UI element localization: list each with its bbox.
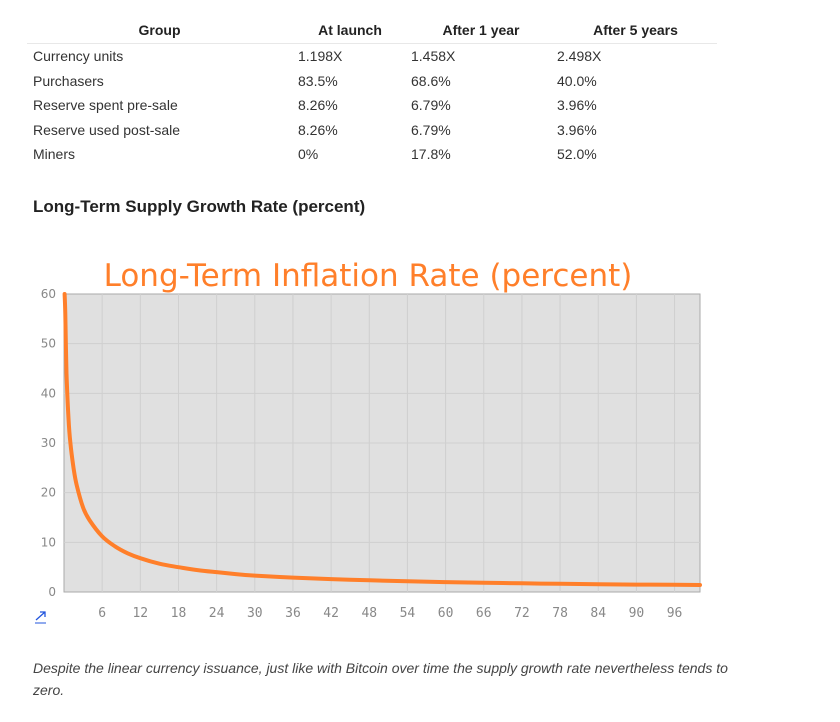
cell-value: 1.198X: [298, 48, 343, 65]
x-tick-label: 54: [400, 606, 416, 621]
row-label: Miners: [33, 146, 76, 163]
row-label: Purchasers: [33, 72, 104, 89]
cell-value: 3.96%: [557, 121, 597, 138]
y-tick-label: 20: [41, 486, 56, 500]
y-tick-label: 10: [41, 535, 56, 549]
grid-lines-y: [64, 343, 700, 543]
x-tick-label: 36: [285, 606, 301, 621]
table-row: Miners 0% 17.8% 52.0%: [27, 142, 717, 167]
y-tick-label: 60: [41, 287, 56, 301]
cell-value: 40.0%: [557, 72, 597, 89]
cell-value: 52.0%: [557, 146, 597, 163]
cell-value: 3.96%: [557, 97, 597, 114]
cell-value: 0%: [298, 146, 319, 163]
x-axis-labels: 6 12 18 24 30 36 42 48 54 60 66 72 78 84 90 96: [98, 606, 682, 621]
table-row: Currency units 1.198X 1.458X 2.498X: [27, 44, 717, 69]
header-at-launch: At launch: [292, 17, 408, 44]
header-after-5-years: After 5 years: [554, 17, 717, 44]
cell-value: 68.6%: [411, 72, 451, 89]
chart-caption: Despite the linear currency issuance, ju…: [33, 660, 728, 698]
chart-title: Long-Term Inflation Rate (percent): [104, 258, 633, 294]
row-label: Reserve spent pre-sale: [33, 97, 178, 114]
x-tick-label: 12: [132, 606, 148, 621]
series-line: [62, 292, 702, 587]
y-tick-label: 0: [48, 585, 56, 599]
table-row: Reserve used post-sale 8.26% 6.79% 3.96%: [27, 118, 717, 143]
cell-value: 17.8%: [411, 146, 451, 163]
cell-value: 1.458X: [411, 48, 456, 65]
cell-value: 2.498X: [557, 48, 602, 65]
section-heading: Long-Term Supply Growth Rate (percent): [33, 197, 366, 216]
x-tick-label: 72: [514, 606, 530, 621]
table-header-row: Group At launch After 1 year After 5 yea…: [27, 17, 717, 44]
x-tick-label: 90: [629, 606, 645, 621]
x-tick-label: 66: [476, 606, 492, 621]
x-tick-label: 42: [323, 606, 339, 621]
x-tick-label: 18: [171, 606, 187, 621]
y-tick-label: 40: [41, 386, 56, 400]
x-tick-label: 24: [209, 606, 225, 621]
y-tick-label: 30: [41, 436, 56, 450]
x-tick-label: 48: [361, 606, 377, 621]
row-label: Currency units: [33, 48, 124, 65]
x-tick-label: 6: [98, 606, 106, 621]
x-tick-label: 30: [247, 606, 263, 621]
external-link-icon[interactable]: [35, 611, 46, 624]
header-group: Group: [27, 17, 292, 44]
cell-value: 6.79%: [411, 97, 451, 114]
table-row: Reserve spent pre-sale 8.26% 6.79% 3.96%: [27, 93, 717, 118]
x-tick-label: 60: [438, 606, 454, 621]
x-tick-label: 78: [552, 606, 568, 621]
y-tick-label: 50: [41, 337, 56, 351]
cell-value: 6.79%: [411, 121, 451, 138]
header-after-1-year: After 1 year: [408, 17, 554, 44]
x-tick-label: 84: [590, 606, 606, 621]
cell-value: 83.5%: [298, 72, 338, 89]
y-axis-labels: 0 10 20 30 40 50 60: [41, 287, 56, 599]
cell-value: 8.26%: [298, 97, 338, 114]
cell-value: 8.26%: [298, 121, 338, 138]
table-row: Purchasers 83.5% 68.6% 40.0%: [27, 69, 717, 94]
x-tick-label: 96: [667, 606, 683, 621]
distribution-table: Group At launch After 1 year After 5 yea…: [27, 17, 717, 167]
row-label: Reserve used post-sale: [33, 121, 181, 138]
inflation-chart: Long-Term Inflation Rate (percent) 0 10 20…: [35, 258, 702, 624]
